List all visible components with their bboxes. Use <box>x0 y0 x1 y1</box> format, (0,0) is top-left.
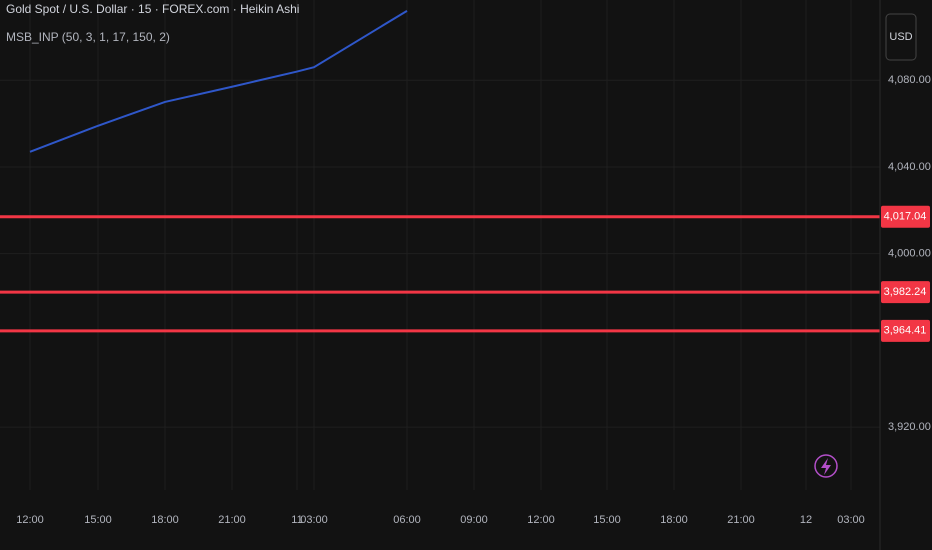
x-tick-label: 06:00 <box>393 514 421 526</box>
x-tick-label: 15:00 <box>84 514 112 526</box>
x-tick-label: 11 <box>291 514 302 526</box>
y-tick-label: 4,080.00 <box>888 74 931 86</box>
ma-line <box>29 9 408 153</box>
level-label: 3,982.24 <box>884 286 927 298</box>
y-tick-label: 4,000.00 <box>888 248 931 260</box>
alert-icon[interactable] <box>814 454 838 478</box>
level-label: 3,964.41 <box>884 325 927 337</box>
y-tick-label: 3,920.00 <box>888 421 931 433</box>
chart-title: Gold Spot / U.S. Dollar · 15 · FOREX.com… <box>6 2 299 16</box>
x-tick-label: 03:00 <box>300 514 328 526</box>
x-tick-label: 12:00 <box>527 514 555 526</box>
level-badge <box>881 281 930 304</box>
y-tick-label: 4,040.00 <box>888 161 931 173</box>
x-tick-label: 18:00 <box>660 514 688 526</box>
x-tick-label: 21:00 <box>727 514 755 526</box>
x-tick-label: 12 <box>800 514 812 526</box>
currency-label: USD <box>889 31 912 43</box>
x-tick-label: 18:00 <box>151 514 179 526</box>
x-tick-label: 09:00 <box>460 514 488 526</box>
alert-icon-bolt <box>821 458 831 475</box>
x-tick-label: 03:00 <box>837 514 865 526</box>
level-label: 4,017.04 <box>884 211 927 223</box>
plot-layer <box>0 0 880 490</box>
indicator-label: MSB_INP (50, 3, 1, 17, 150, 2) <box>6 30 170 44</box>
currency-button[interactable] <box>885 13 917 61</box>
x-tick-label: 21:00 <box>218 514 246 526</box>
level-badge <box>881 205 930 228</box>
x-tick-label: 12:00 <box>16 514 44 526</box>
level-badge <box>881 319 930 342</box>
x-tick-label: 15:00 <box>593 514 621 526</box>
